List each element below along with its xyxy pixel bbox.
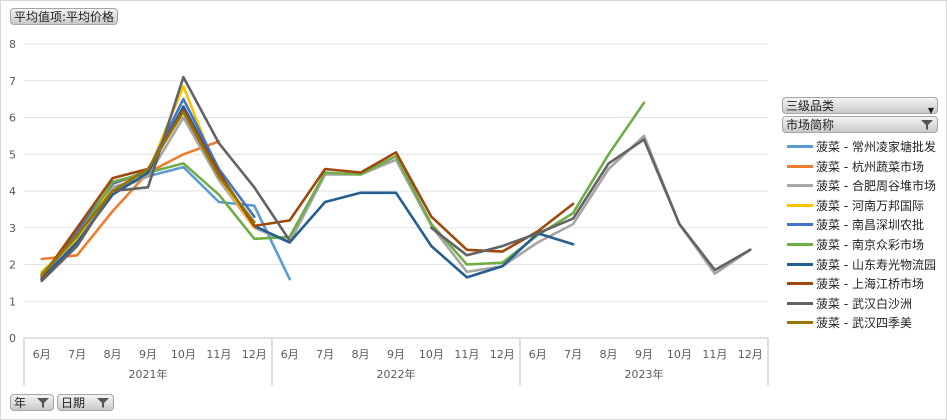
y-tick-label: 5	[9, 148, 16, 161]
legend-item: 菠菜 - 合肥周谷堆市场	[783, 176, 938, 196]
legend-item: 菠菜 - 常州凌家塘批发	[783, 137, 938, 157]
legend-label: 菠菜 - 合肥周谷堆市场	[816, 179, 936, 194]
x-tick-label: 6月	[281, 348, 299, 361]
legend-label: 菠菜 - 山东寿光物流园	[816, 257, 936, 272]
date-field-button[interactable]: 日期	[57, 394, 114, 411]
year-field-button[interactable]: 年	[10, 394, 54, 411]
dropdown-arrow-icon: ▼	[927, 106, 934, 115]
date-field-label: 日期	[61, 396, 86, 410]
x-tick-label: 8月	[104, 348, 122, 361]
legend-label: 菠菜 - 上海江桥市场	[816, 277, 924, 292]
year-field-label: 年	[14, 396, 27, 410]
legend-swatch	[787, 301, 813, 305]
value-field-button[interactable]: 平均值项:平均价格	[10, 8, 119, 25]
legend-swatch	[787, 242, 813, 246]
legend-label: 菠菜 - 武汉白沙洲	[816, 296, 912, 311]
legend-swatch	[787, 262, 813, 266]
x-tick-label: 9月	[387, 348, 405, 361]
legend-item: 菠菜 - 山东寿光物流园	[783, 255, 938, 275]
x-tick-label: 9月	[139, 348, 157, 361]
legend-item: 菠菜 - 杭州蔬菜市场	[783, 157, 938, 177]
series-line-6	[40, 105, 575, 281]
legend-label: 菠菜 - 南京众彩市场	[816, 237, 924, 252]
y-tick-label: 2	[9, 259, 16, 272]
x-tick-label: 11月	[206, 348, 231, 361]
x-tick-label: 8月	[600, 348, 618, 361]
value-field-label: 平均值项:平均价格	[14, 10, 115, 24]
x-tick-label: 11月	[702, 348, 727, 361]
legend-label: 菠菜 - 武汉四季美	[816, 316, 912, 331]
legend-label: 菠菜 - 常州凌家塘批发	[816, 140, 936, 154]
x-tick-label: 7月	[68, 348, 86, 361]
legend-swatch	[787, 321, 813, 325]
filter-icon	[921, 120, 933, 130]
series-line-1	[40, 140, 221, 261]
level3-category-filter[interactable]: 三级品类 ▼	[782, 97, 938, 115]
year-group-label: 2023年	[625, 367, 664, 381]
x-tick-label: 11月	[454, 348, 479, 361]
legend-item: 菠菜 - 南京众彩市场	[783, 235, 938, 255]
legend-label: 菠菜 - 南昌深圳农批	[816, 218, 924, 233]
legend-item: 菠菜 - 南昌深圳农批	[783, 215, 938, 235]
legend: 菠菜 - 常州凌家塘批发 菠菜 - 杭州蔬菜市场 菠菜 - 合肥周谷堆市场 菠菜 - …	[783, 137, 938, 333]
y-tick-label: 8	[9, 38, 16, 51]
x-tick-label: 7月	[564, 348, 582, 361]
year-group-label: 2021年	[129, 367, 168, 381]
legend-label: 菠菜 - 河南万邦国际	[816, 198, 924, 213]
y-tick-label: 6	[9, 112, 16, 125]
x-tick-label: 10月	[419, 348, 444, 361]
legend-swatch	[787, 164, 813, 168]
series-line-8	[40, 75, 291, 283]
legend-item: 菠菜 - 上海江桥市场	[783, 274, 938, 294]
x-tick-label: 7月	[316, 348, 334, 361]
legend-swatch	[787, 223, 813, 227]
legend-item: 菠菜 - 武汉四季美	[783, 313, 938, 333]
market-name-label: 市场简称	[786, 118, 835, 132]
y-tick-label: 4	[9, 185, 16, 198]
x-tick-label: 6月	[529, 348, 547, 361]
x-tick-label: 12月	[738, 348, 763, 361]
year-group-label: 2022年	[377, 367, 416, 381]
y-tick-label: 1	[9, 295, 16, 308]
legend-item: 菠菜 - 河南万邦国际	[783, 196, 938, 216]
legend-swatch	[787, 203, 813, 207]
x-tick-label: 12月	[490, 348, 515, 361]
y-tick-label: 3	[9, 222, 16, 235]
x-tick-label: 10月	[667, 348, 692, 361]
x-tick-label: 12月	[242, 348, 267, 361]
legend-swatch	[787, 145, 813, 148]
y-tick-label: 7	[9, 75, 16, 88]
market-name-filter[interactable]: 市场简称	[782, 116, 938, 133]
legend-swatch	[787, 282, 813, 286]
legend-swatch	[787, 184, 813, 188]
y-tick-label: 0	[9, 332, 16, 345]
filter-icon	[37, 398, 49, 408]
x-tick-label: 6月	[33, 348, 51, 361]
legend-label: 菠菜 - 杭州蔬菜市场	[816, 159, 924, 174]
filter-icon	[97, 398, 109, 408]
series-line-7	[40, 108, 575, 279]
x-tick-label: 10月	[171, 348, 196, 361]
series-line-8	[430, 138, 752, 272]
level3-category-label: 三级品类	[786, 99, 835, 113]
series-line-4	[40, 97, 256, 281]
x-tick-label: 8月	[352, 348, 370, 361]
series-line-9	[40, 110, 256, 277]
x-tick-label: 9月	[635, 348, 653, 361]
legend-item: 菠菜 - 武汉白沙洲	[783, 294, 938, 314]
